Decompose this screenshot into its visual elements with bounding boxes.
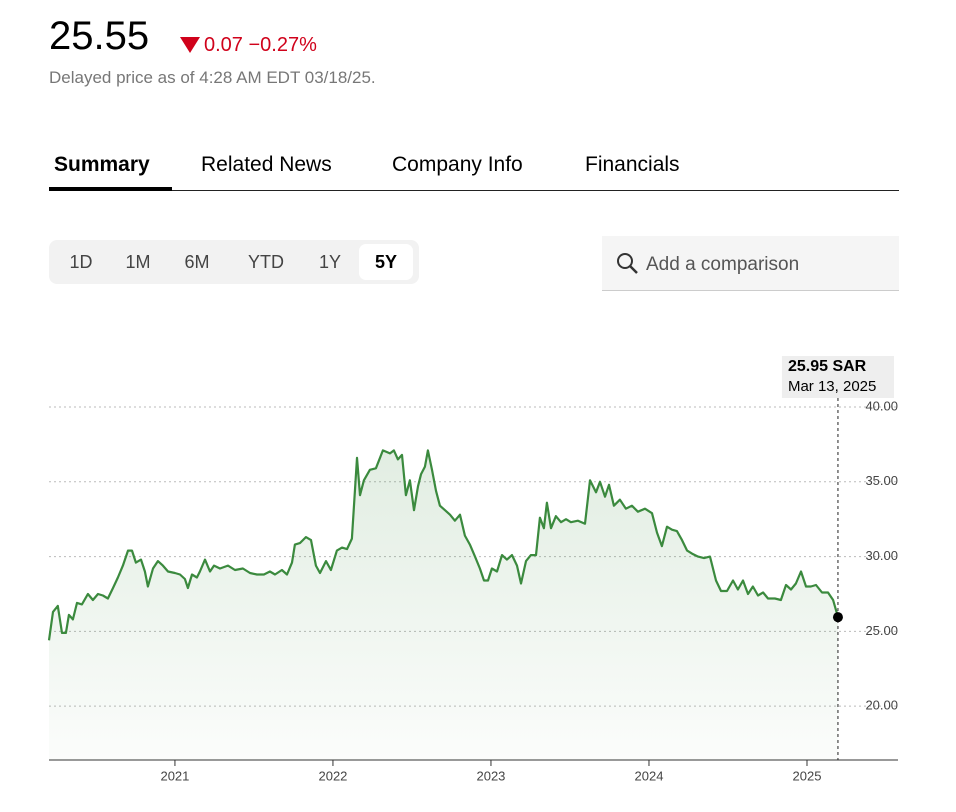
tooltip-box (781, 356, 894, 398)
x-tick-label: 2022 (318, 768, 347, 783)
change-value: 0.07 (204, 34, 243, 56)
y-tick-label: 25.00 (865, 623, 898, 638)
last-point (832, 612, 843, 623)
tab[interactable]: Financials (585, 153, 680, 176)
y-tick-label: 35.00 (865, 473, 898, 488)
y-tick-label: 20.00 (865, 698, 898, 713)
delayed-note: Delayed price as of 4:28 AM EDT 03/18/25… (49, 68, 376, 87)
range-button[interactable]: 1M (125, 252, 151, 272)
tab[interactable]: Summary (49, 153, 172, 191)
tooltip-date: Mar 13, 2025 (788, 378, 876, 395)
comparison-search[interactable]: Add a comparison (602, 236, 899, 291)
search-icon (617, 253, 638, 274)
down-arrow (180, 37, 200, 53)
search-placeholder: Add a comparison (646, 254, 800, 275)
tab[interactable]: Related News (201, 153, 332, 176)
range-button[interactable]: 1D (69, 252, 93, 272)
tabs: Summary Related News Company Info Financial… (49, 140, 899, 191)
price-line (47, 449, 840, 641)
x-tick-label: 2021 (160, 768, 189, 783)
range-selector: 1D 1M 6M YTD 1Y 5Y (49, 240, 419, 284)
x-tick-label: 2023 (476, 768, 505, 783)
range-button[interactable]: 5Y (359, 244, 413, 280)
x-tick-label: 2025 (793, 768, 822, 783)
range-button[interactable]: 6M (184, 252, 210, 272)
price: 25.55 (49, 14, 150, 58)
tab[interactable]: Company Info (392, 153, 523, 176)
area (49, 450, 838, 760)
tooltip-value: 25.95 SAR (788, 358, 867, 375)
change: 0.07 −0.27% (204, 34, 317, 57)
range-button[interactable]: 1Y (318, 252, 342, 272)
change-percent: −0.27% (248, 34, 317, 56)
y-tick-label: 30.00 (865, 548, 898, 563)
x-tick-label: 2024 (635, 768, 664, 783)
range-button[interactable]: YTD (248, 252, 284, 272)
y-tick-label: 40.00 (865, 398, 898, 413)
